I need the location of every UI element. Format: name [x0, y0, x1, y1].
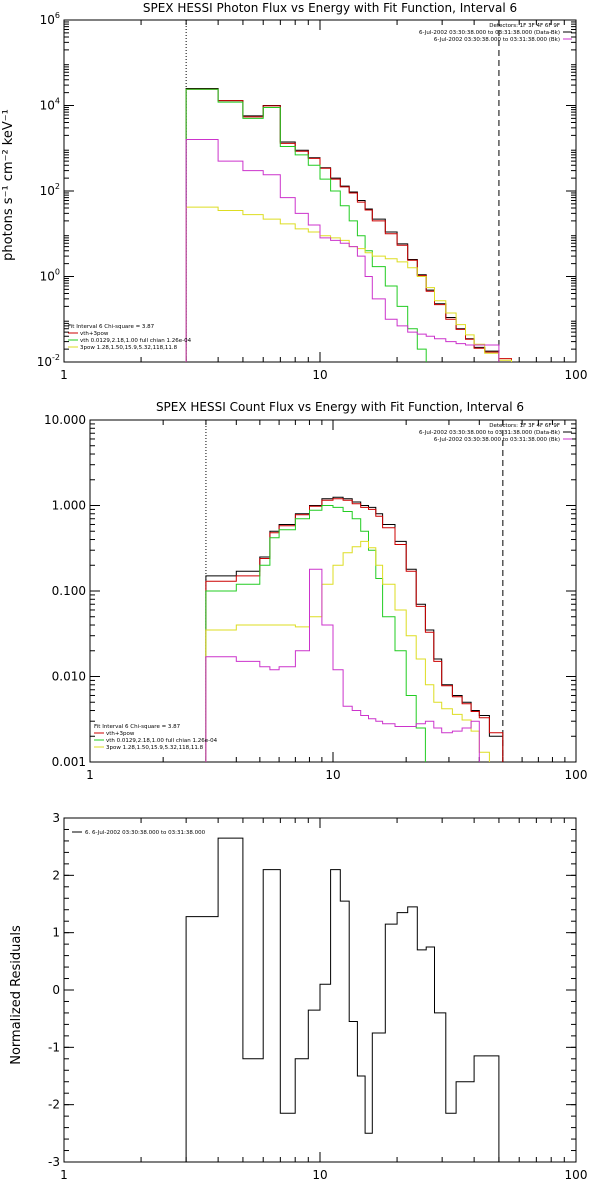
legend-bottom-entry: vth+3pow [106, 731, 135, 737]
legend-top-entry: 6-Jul-2002 03:30:38.000 to 03:31:38.000 … [419, 430, 560, 436]
series-line [185, 206, 512, 362]
series-line [205, 568, 480, 762]
series-line [205, 498, 504, 762]
photon-flux-title: SPEX HESSI Photon Flux vs Energy with Fi… [143, 1, 517, 15]
y-tick-label: 10-2 [37, 353, 60, 369]
x-tick-label: 100 [565, 368, 588, 382]
legend-bottom-entry: Fit Interval 6 Chi-square = 3.87 [94, 724, 181, 730]
legend-bottom-entry: 3pow 1.28,1.50,15.9,5.32,118,11.8 [80, 345, 178, 351]
photon-flux-panel: SPEX HESSI Photon Flux vs Energy with Fi… [1, 1, 588, 382]
count-flux-panel: SPEX HESSI Count Flux vs Energy with Fit… [44, 400, 588, 782]
y-tick-label: 3 [52, 811, 60, 825]
y-tick-label: 1 [52, 926, 60, 940]
y-tick-label: 1.000 [52, 499, 86, 513]
x-tick-label: 1 [60, 368, 68, 382]
legend-bottom-entry: 3pow 1.28,1.50,15.9,5.32,118,11.8 [106, 745, 204, 751]
y-tick-label: 0.010 [52, 670, 86, 684]
x-tick-label: 1 [60, 1168, 68, 1182]
x-tick-label: 10 [312, 1168, 327, 1182]
residuals-ylabel: Normalized Residuals [9, 925, 24, 1065]
series-line [205, 540, 490, 762]
legend-top-entry: 6-Jul-2002 03:30:38.000 to 03:31:38.000 … [434, 437, 560, 443]
y-tick-label: 106 [40, 11, 60, 27]
y-tick-label: -2 [48, 1098, 60, 1112]
count-flux-title: SPEX HESSI Count Flux vs Energy with Fit… [156, 400, 524, 414]
y-tick-label: 10.000 [44, 413, 86, 427]
y-tick-label: 100 [40, 268, 60, 284]
x-tick-label: 100 [565, 768, 588, 782]
series-line [205, 496, 504, 762]
y-tick-label: -3 [48, 1155, 60, 1169]
y-tick-label: -1 [48, 1040, 60, 1054]
series-line [185, 88, 427, 362]
legend-entry: 6. 6-Jul-2002 03:30:38.000 to 03:31:38.0… [85, 830, 206, 836]
x-tick-label: 10 [312, 368, 327, 382]
y-tick-label: 0.001 [52, 755, 86, 769]
legend-bottom-entry: vth 0.0129,2.18,1.00 full chian 1.26e-04 [106, 738, 218, 744]
series-line [185, 139, 500, 362]
photon-flux-ylabel: photons s⁻¹ cm⁻² keV⁻¹ [1, 109, 16, 261]
legend-top-entry: 6-Jul-2002 03:30:38.000 to 03:31:38.000 … [434, 37, 560, 43]
y-tick-label: 0 [52, 983, 60, 997]
series-line [205, 505, 426, 762]
legend-top-entry: Detectors: 1F 3F 4F 6F 9F [489, 423, 560, 429]
y-tick-label: 2 [52, 868, 60, 882]
y-tick-label: 104 [40, 97, 60, 113]
x-tick-label: 1 [86, 768, 94, 782]
x-tick-label: 10 [325, 768, 340, 782]
y-tick-label: 102 [40, 182, 60, 198]
y-tick-label: 0.100 [52, 584, 86, 598]
legend-bottom-entry: vth+3pow [80, 331, 109, 337]
legend-bottom-entry: Fit Interval 6 Chi-square = 3.87 [68, 324, 155, 330]
x-tick-label: 100 [565, 1168, 588, 1182]
residuals-panel: Normalized Residuals 1 10 1003210-1-2-36. … [9, 811, 588, 1182]
series-line [185, 837, 500, 1162]
legend-top-entry: Detectors: 1F 3F 4F 6F 9F [489, 23, 560, 29]
legend-bottom-entry: vth 0.0129,2.18,1.00 full chian 1.26e-04 [80, 338, 192, 344]
legend-top-entry: 6-Jul-2002 03:30:38.000 to 03:31:38.000 … [419, 30, 560, 36]
